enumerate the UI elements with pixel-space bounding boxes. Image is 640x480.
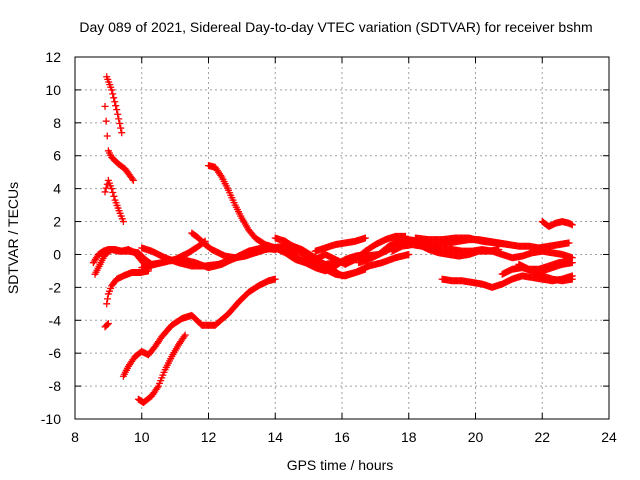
data-point <box>115 115 123 123</box>
data-point <box>271 275 279 283</box>
x-axis-title: GPS time / hours <box>287 457 394 473</box>
data-point <box>103 300 111 308</box>
data-point <box>181 331 189 339</box>
data-point <box>108 86 116 94</box>
data-point <box>112 102 120 110</box>
x-tick-label: 18 <box>401 429 417 445</box>
y-tick-label: 2 <box>53 214 61 230</box>
series-arc-n <box>271 234 369 280</box>
data-point <box>114 110 122 118</box>
series-arc-g <box>101 320 112 331</box>
data-point <box>361 234 369 242</box>
x-tick-label: 22 <box>534 429 550 445</box>
x-tick-label: 20 <box>468 429 484 445</box>
series-arc-o <box>311 234 369 255</box>
data-point <box>113 106 121 114</box>
series-arc-s <box>405 237 503 260</box>
y-tick-label: -2 <box>49 279 62 295</box>
x-tick-label: 14 <box>267 429 283 445</box>
series-arc-m <box>138 241 413 280</box>
y-tick-label: 12 <box>45 49 61 65</box>
data-point <box>116 119 124 127</box>
data-point <box>104 320 112 328</box>
data-point <box>565 239 573 247</box>
data-point <box>110 94 118 102</box>
plot-frame <box>74 56 610 420</box>
series-arc-r <box>411 234 513 249</box>
chart-title: Day 089 of 2021, Sidereal Day-to-day VTE… <box>79 19 592 35</box>
data-point <box>117 124 125 132</box>
data-point <box>119 218 127 226</box>
data-point <box>153 384 161 392</box>
data-point <box>110 192 118 200</box>
series-arc-c <box>101 176 127 226</box>
data-point <box>101 188 109 196</box>
x-tick-label: 8 <box>71 429 79 445</box>
y-tick-label: 10 <box>45 82 61 98</box>
data-point <box>568 259 576 267</box>
data-point <box>180 333 188 341</box>
series-arc-i <box>134 331 189 407</box>
x-tick-label: 24 <box>601 429 617 445</box>
series-arc-f <box>103 267 152 308</box>
data-point <box>111 98 119 106</box>
series-arc-h <box>119 275 279 380</box>
x-tick-label: 16 <box>334 429 350 445</box>
data-point <box>109 90 117 98</box>
y-tick-label: 6 <box>53 148 61 164</box>
data-point <box>568 221 576 229</box>
data-point <box>217 171 225 179</box>
data-point <box>104 295 112 303</box>
data-point <box>108 185 116 193</box>
y-tick-label: -6 <box>49 345 62 361</box>
y-axis-title: SDTVAR / TECUs <box>5 182 21 294</box>
series-arc-w <box>538 218 576 230</box>
x-tick-label: 12 <box>201 429 217 445</box>
series-arc-b <box>101 102 137 184</box>
series-arc-e <box>89 246 152 273</box>
series-arc-a <box>103 73 126 137</box>
data-point <box>103 321 111 329</box>
data-point <box>405 250 413 258</box>
y-tick-label: 0 <box>53 246 61 262</box>
data-point <box>505 241 513 249</box>
data-point <box>118 129 126 137</box>
series-arc-x <box>538 259 576 275</box>
data-point <box>103 132 111 140</box>
y-tick-label: 8 <box>53 115 61 131</box>
y-tick-label: -8 <box>49 378 62 394</box>
x-tick-label: 10 <box>134 429 150 445</box>
data-point <box>109 188 117 196</box>
data-point <box>495 246 503 254</box>
y-tick-label: -10 <box>41 411 61 427</box>
data-point <box>129 176 137 184</box>
data-point <box>128 175 136 183</box>
grid <box>75 57 609 419</box>
data-point <box>102 117 110 125</box>
data-points <box>89 73 576 407</box>
y-tick-label: 4 <box>53 181 61 197</box>
y-tick-labels: -10 -8 -6 -4 -2 0 2 4 6 8 10 12 <box>41 49 61 427</box>
data-point <box>568 275 576 283</box>
data-point <box>101 102 109 110</box>
data-point <box>361 265 369 273</box>
y-tick-label: -4 <box>49 312 62 328</box>
x-tick-labels: 8 10 12 14 16 18 20 22 24 <box>71 429 617 445</box>
